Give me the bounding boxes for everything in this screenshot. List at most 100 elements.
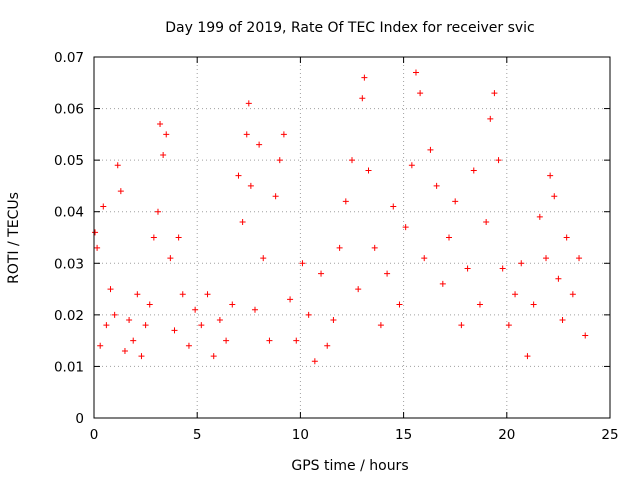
data-point bbox=[547, 172, 554, 179]
data-point bbox=[582, 332, 589, 339]
data-point bbox=[179, 291, 186, 298]
data-point bbox=[150, 234, 157, 241]
y-tick-label: 0.05 bbox=[54, 153, 84, 169]
data-point bbox=[160, 151, 167, 158]
data-point bbox=[421, 255, 428, 262]
data-point bbox=[163, 131, 170, 138]
data-point bbox=[287, 296, 294, 303]
data-point bbox=[204, 291, 211, 298]
data-point bbox=[505, 322, 512, 329]
data-point bbox=[563, 234, 570, 241]
data-point bbox=[276, 157, 283, 164]
data-point bbox=[518, 260, 525, 267]
y-tick-label: 0.06 bbox=[54, 102, 84, 118]
data-point bbox=[384, 270, 391, 277]
data-point bbox=[569, 291, 576, 298]
data-point bbox=[185, 342, 192, 349]
data-point bbox=[260, 255, 267, 262]
data-point bbox=[117, 188, 124, 195]
data-point bbox=[439, 280, 446, 287]
x-tick-label: 20 bbox=[498, 427, 515, 443]
y-tick-label: 0.07 bbox=[54, 50, 84, 66]
y-tick-label: 0.02 bbox=[54, 308, 84, 324]
data-point bbox=[138, 353, 145, 360]
data-point bbox=[299, 260, 306, 267]
x-axis-label: GPS time / hours bbox=[291, 458, 408, 474]
x-tick-labels: 0 5 10 15 20 25 bbox=[90, 427, 619, 443]
data-point bbox=[216, 317, 223, 324]
data-point bbox=[305, 311, 312, 318]
data-point bbox=[280, 131, 287, 138]
data-point bbox=[555, 275, 562, 282]
data-point bbox=[107, 286, 114, 293]
data-point bbox=[175, 234, 182, 241]
x-tick-label: 25 bbox=[601, 427, 618, 443]
data-point bbox=[487, 115, 494, 122]
data-point bbox=[210, 353, 217, 360]
data-point bbox=[476, 301, 483, 308]
data-point bbox=[157, 121, 164, 128]
data-point bbox=[111, 311, 118, 318]
data-point bbox=[417, 90, 424, 97]
data-point bbox=[192, 306, 199, 313]
data-point bbox=[412, 69, 419, 76]
data-point bbox=[103, 322, 110, 329]
y-axis-label: ROTI / TECUs bbox=[6, 192, 22, 284]
data-point bbox=[245, 100, 252, 107]
data-point bbox=[452, 198, 459, 205]
data-point bbox=[530, 301, 537, 308]
data-point bbox=[361, 74, 368, 81]
data-point bbox=[483, 219, 490, 226]
data-point bbox=[359, 95, 366, 102]
data-point bbox=[390, 203, 397, 210]
data-point bbox=[272, 193, 279, 200]
data-point bbox=[94, 244, 101, 251]
plot-frame bbox=[93, 56, 611, 419]
y-tick-label: 0.04 bbox=[54, 205, 84, 221]
data-point bbox=[576, 255, 583, 262]
data-point bbox=[543, 255, 550, 262]
data-point bbox=[365, 167, 372, 174]
data-point bbox=[171, 327, 178, 334]
data-point bbox=[470, 167, 477, 174]
data-point bbox=[512, 291, 519, 298]
data-point bbox=[458, 322, 465, 329]
data-point bbox=[559, 317, 566, 324]
data-point bbox=[464, 265, 471, 272]
y-tick-label: 0.01 bbox=[54, 359, 84, 375]
data-point bbox=[256, 141, 263, 148]
data-point bbox=[536, 213, 543, 220]
x-tick-label: 0 bbox=[90, 427, 99, 443]
data-point bbox=[371, 244, 378, 251]
data-point bbox=[126, 317, 133, 324]
y-tick-label: 0.03 bbox=[54, 256, 84, 272]
grid-lines bbox=[94, 57, 610, 418]
data-point bbox=[402, 224, 409, 231]
data-point bbox=[355, 286, 362, 293]
x-tick-label: 5 bbox=[193, 427, 202, 443]
data-point bbox=[247, 182, 254, 189]
data-point bbox=[154, 208, 161, 215]
data-point bbox=[266, 337, 273, 344]
data-point bbox=[551, 193, 558, 200]
data-point bbox=[167, 255, 174, 262]
data-point bbox=[100, 203, 107, 210]
data-point bbox=[446, 234, 453, 241]
data-point bbox=[92, 229, 99, 236]
data-point bbox=[243, 131, 250, 138]
data-points bbox=[92, 69, 589, 365]
data-point bbox=[293, 337, 300, 344]
x-tick-label: 10 bbox=[292, 427, 309, 443]
data-point bbox=[235, 172, 242, 179]
data-point bbox=[134, 291, 141, 298]
data-point bbox=[114, 162, 121, 169]
data-point bbox=[336, 244, 343, 251]
data-point bbox=[342, 198, 349, 205]
axis-ticks bbox=[93, 56, 611, 419]
data-point bbox=[311, 358, 318, 365]
data-point bbox=[330, 317, 337, 324]
data-point bbox=[408, 162, 415, 169]
data-point bbox=[198, 322, 205, 329]
chart-title: Day 199 of 2019, Rate Of TEC Index for r… bbox=[165, 20, 535, 36]
